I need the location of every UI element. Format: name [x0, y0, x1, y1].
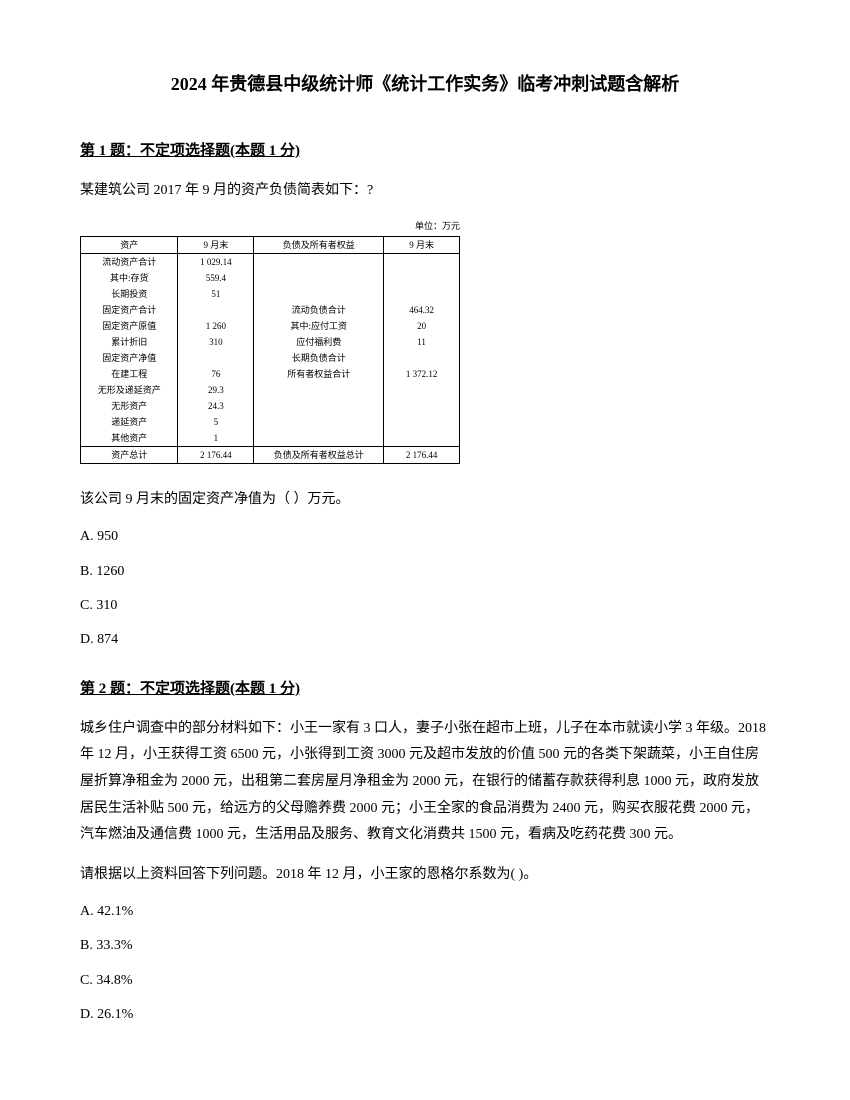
table-row: 流动负债合计: [254, 302, 384, 318]
table-row: 累计折旧: [81, 334, 178, 350]
table-row: 固定资产净值: [81, 350, 178, 366]
table-row: [384, 253, 460, 270]
th-liab: 负债及所有者权益: [254, 236, 384, 253]
table-row: 1 372.12: [384, 366, 460, 382]
option-c: C. 34.8%: [80, 970, 770, 992]
table-row: [254, 253, 384, 270]
table-row: 1 029.14: [178, 253, 254, 270]
table-row: 464.32: [384, 302, 460, 318]
table-row: 固定资产原值: [81, 318, 178, 334]
table-row: 1: [178, 430, 254, 447]
option-d: D. 874: [80, 629, 770, 651]
table-row: 其他资产: [81, 430, 178, 447]
table-row: 5: [178, 414, 254, 430]
table-row: [384, 398, 460, 414]
table-row: 长期投资: [81, 286, 178, 302]
table-row: [254, 286, 384, 302]
page-title: 2024 年贵德县中级统计师《统计工作实务》临考冲刺试题含解析: [80, 70, 770, 99]
table-row: [178, 350, 254, 366]
table-row: 负债及所有者权益总计: [254, 446, 384, 463]
table-row: 固定资产合计: [81, 302, 178, 318]
q2-sub: 请根据以上资料回答下列问题。2018 年 12 月，小王家的恩格尔系数为( )。: [80, 864, 770, 886]
q2-text: 城乡住户调查中的部分材料如下：小王一家有 3 口人，妻子小张在超市上班，儿子在本…: [80, 716, 770, 849]
table-row: [254, 414, 384, 430]
q2-options: A. 42.1% B. 33.3% C. 34.8% D. 26.1%: [80, 901, 770, 1027]
q1-text: 某建筑公司 2017 年 9 月的资产负债简表如下：?: [80, 178, 770, 205]
table-unit: 单位：万元: [80, 219, 460, 233]
option-a: A. 950: [80, 526, 770, 548]
table-row: 在建工程: [81, 366, 178, 382]
table-row: 长期负债合计: [254, 350, 384, 366]
table-row: 其中:存货: [81, 270, 178, 286]
table-row: [384, 430, 460, 447]
table-row: [384, 382, 460, 398]
table-row: 1 260: [178, 318, 254, 334]
th-asset: 资产: [81, 236, 178, 253]
table-row: 24.3: [178, 398, 254, 414]
table-row: [254, 382, 384, 398]
q1-header: 第 1 题：不定项选择题(本题 1 分): [80, 139, 770, 163]
table-row: 资产总计: [81, 446, 178, 463]
table-row: [384, 270, 460, 286]
table-row: [254, 398, 384, 414]
table-row: 递延资产: [81, 414, 178, 430]
option-b: B. 1260: [80, 561, 770, 583]
table-row: 559.4: [178, 270, 254, 286]
balance-table: 资产 9 月末 负债及所有者权益 9 月末 流动资产合计 1 029.14 其中…: [80, 236, 460, 464]
table-row: 应付福利费: [254, 334, 384, 350]
table-row: 其中:应付工资: [254, 318, 384, 334]
table-row: 29.3: [178, 382, 254, 398]
table-row: [254, 270, 384, 286]
table-row: 76: [178, 366, 254, 382]
table-row: 310: [178, 334, 254, 350]
table-row: 51: [178, 286, 254, 302]
q1-options: A. 950 B. 1260 C. 310 D. 874: [80, 526, 770, 652]
table-row: 流动资产合计: [81, 253, 178, 270]
option-b: B. 33.3%: [80, 935, 770, 957]
table-row: [178, 302, 254, 318]
table-row: 20: [384, 318, 460, 334]
th-month2: 9 月末: [384, 236, 460, 253]
q2-header: 第 2 题：不定项选择题(本题 1 分): [80, 677, 770, 701]
table-row: [384, 286, 460, 302]
table-row: 无形资产: [81, 398, 178, 414]
table-row: 2 176.44: [384, 446, 460, 463]
option-a: A. 42.1%: [80, 901, 770, 923]
table-row: 2 176.44: [178, 446, 254, 463]
q1-sub: 该公司 9 月末的固定资产净值为（ ）万元。: [80, 489, 770, 511]
table-row: [384, 350, 460, 366]
table-row: 11: [384, 334, 460, 350]
option-d: D. 26.1%: [80, 1004, 770, 1026]
option-c: C. 310: [80, 595, 770, 617]
table-row: [254, 430, 384, 447]
th-month: 9 月末: [178, 236, 254, 253]
table-row: 所有者权益合计: [254, 366, 384, 382]
table-row: 无形及递延资产: [81, 382, 178, 398]
table-row: [384, 414, 460, 430]
